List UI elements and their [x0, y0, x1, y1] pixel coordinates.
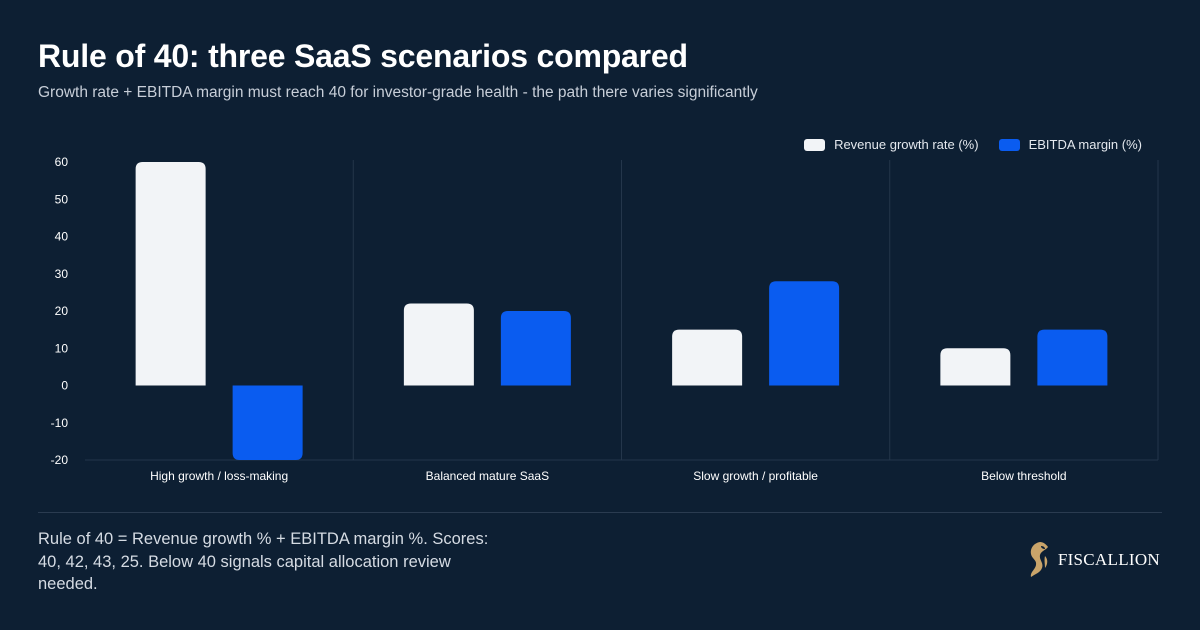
x-category-label: Balanced mature SaaS	[426, 469, 549, 483]
y-tick-label: 20	[55, 304, 69, 318]
bar-ebitda-margin	[769, 281, 840, 386]
chart-subtitle: Growth rate + EBITDA margin must reach 4…	[38, 84, 758, 101]
legend-item-revenue-growth: Revenue growth rate (%)	[804, 137, 979, 152]
bar-ebitda-margin	[1037, 329, 1108, 386]
bar-revenue-growth	[672, 329, 743, 386]
bar-revenue-growth	[135, 162, 206, 386]
legend-label-revenue-growth: Revenue growth rate (%)	[834, 137, 979, 152]
y-tick-label: 0	[61, 379, 68, 393]
x-category-label: Slow growth / profitable	[693, 469, 818, 483]
legend-item-ebitda-margin: EBITDA margin (%)	[998, 137, 1142, 152]
legend-swatch-revenue-growth	[804, 138, 826, 151]
chart-legend: Revenue growth rate (%) EBITDA margin (%…	[804, 137, 1142, 152]
y-tick-label: 10	[55, 341, 69, 355]
x-category-label: High growth / loss-making	[150, 469, 288, 483]
y-tick-label: 50	[55, 192, 69, 206]
legend-swatch-ebitda-margin	[998, 138, 1020, 151]
footer-divider	[38, 512, 1162, 513]
chart-title: Rule of 40: three SaaS scenarios compare…	[38, 38, 688, 74]
brand-logo: FISCALLION	[1026, 540, 1160, 580]
y-tick-label: 40	[55, 230, 69, 244]
y-tick-label: 30	[55, 267, 69, 281]
x-category-label: Below threshold	[981, 469, 1066, 483]
footnote: Rule of 40 = Revenue growth % + EBITDA m…	[38, 530, 489, 593]
brand-name: FISCALLION	[1057, 550, 1160, 569]
legend-label-ebitda-margin: EBITDA margin (%)	[1028, 137, 1142, 152]
y-tick-label: -20	[51, 453, 69, 467]
bar-revenue-growth	[940, 348, 1011, 386]
lion-head-icon	[1030, 542, 1048, 577]
bar-revenue-growth	[403, 303, 474, 386]
y-tick-label: 60	[55, 155, 69, 169]
bar-ebitda-margin	[232, 385, 303, 460]
y-tick-label: -10	[51, 416, 69, 430]
bar-ebitda-margin	[500, 311, 571, 386]
